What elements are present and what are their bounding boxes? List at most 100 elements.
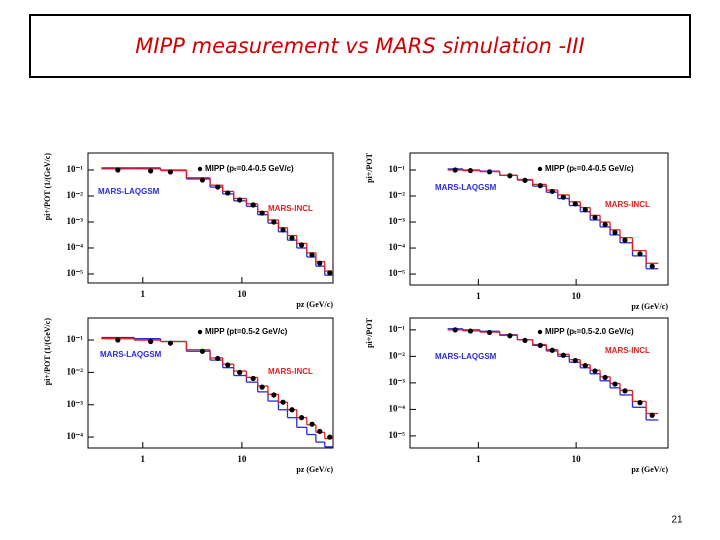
data-point xyxy=(280,227,286,233)
y-tick-label: 10⁻⁴ xyxy=(389,242,406,252)
data-point xyxy=(637,400,643,406)
data-point xyxy=(327,434,333,440)
data-point xyxy=(237,369,243,375)
data-point xyxy=(148,338,154,345)
legend-marker xyxy=(197,166,203,172)
data-point xyxy=(225,190,231,196)
plot-frame xyxy=(409,317,669,449)
y-tick-label: 10⁻¹ xyxy=(67,334,84,344)
y-axis-label: pi+/POT xyxy=(365,152,374,183)
y-tick-label: 10⁻¹ xyxy=(389,164,406,174)
data-point xyxy=(298,242,305,248)
data-point xyxy=(215,184,221,190)
legend-label: MIPP (pt=0.5-2 GeV/c) xyxy=(205,327,288,336)
data-point xyxy=(271,219,277,225)
y-tick-label: 10⁻³ xyxy=(389,216,406,226)
legend-label: MARS-INCL xyxy=(268,204,313,213)
data-point xyxy=(259,384,265,390)
data-point xyxy=(115,167,121,173)
x-tick-label: 1 xyxy=(141,454,146,464)
slide-title: MIPP measurement vs MARS simulation -III xyxy=(135,34,584,58)
data-point xyxy=(592,368,598,374)
legend-label: MARS-LAQGSM xyxy=(98,187,160,196)
y-tick-label: 10⁻² xyxy=(67,366,84,376)
data-point xyxy=(199,177,206,183)
data-point xyxy=(486,169,493,175)
data-point xyxy=(572,201,578,207)
y-tick-label: 10⁻³ xyxy=(67,399,84,409)
data-point xyxy=(572,357,578,364)
data-point xyxy=(115,337,121,343)
data-point xyxy=(237,197,243,203)
data-point xyxy=(582,362,588,369)
y-tick-label: 10⁻¹ xyxy=(389,324,406,334)
data-point xyxy=(549,188,555,195)
data-point xyxy=(309,252,315,258)
y-tick-label: 10⁻² xyxy=(67,190,84,200)
legend-label: MARS-LAQGSM xyxy=(435,352,497,361)
y-tick-label: 10⁻⁴ xyxy=(389,403,406,413)
data-point xyxy=(612,381,618,387)
data-point xyxy=(289,235,295,241)
data-point xyxy=(602,374,608,381)
y-tick-label: 10⁻⁵ xyxy=(389,430,406,440)
x-tick-label: 1 xyxy=(476,454,481,464)
y-tick-label: 10⁻³ xyxy=(67,216,84,226)
y-tick-label: 10⁻⁴ xyxy=(67,431,84,441)
x-axis-label: pz (GeV/c) xyxy=(296,300,333,309)
legend-label: MIPP (pₜ=0.5-2.0 GeV/c) xyxy=(545,327,634,336)
data-point xyxy=(602,221,608,228)
y-tick-label: 10⁻² xyxy=(389,350,406,360)
x-axis-label: pz (GeV/c) xyxy=(631,302,668,311)
legend-label: MIPP (pₜ=0.4-0.5 GeV/c) xyxy=(205,164,294,173)
y-tick-label: 10⁻⁴ xyxy=(67,242,84,252)
data-point xyxy=(259,210,265,216)
data-point xyxy=(271,392,277,398)
data-point xyxy=(225,362,231,368)
data-point xyxy=(289,407,295,413)
data-point xyxy=(280,399,286,405)
data-point xyxy=(649,263,655,269)
x-tick-label: 10 xyxy=(572,291,582,301)
data-point xyxy=(592,214,598,221)
y-axis-label: pi+/POT (1/(GeV/c) xyxy=(43,318,52,386)
data-point xyxy=(537,342,543,348)
x-tick-label: 10 xyxy=(237,454,247,464)
legend-marker xyxy=(537,329,543,335)
x-tick-label: 1 xyxy=(141,289,146,299)
data-point xyxy=(309,421,315,427)
legend-label: MIPP (pₜ=0.4-0.5 GeV/c) xyxy=(545,164,634,173)
x-tick-label: 1 xyxy=(476,291,481,301)
plot-frame xyxy=(87,317,334,449)
plot-frame xyxy=(87,152,334,284)
x-tick-label: 10 xyxy=(237,289,247,299)
data-point xyxy=(537,183,543,189)
data-point xyxy=(560,194,566,200)
y-tick-label: 10⁻⁵ xyxy=(67,268,84,278)
x-tick-label: 10 xyxy=(572,454,582,464)
legend-marker xyxy=(197,329,203,335)
data-point xyxy=(507,173,513,179)
y-tick-label: 10⁻³ xyxy=(389,377,406,387)
data-point xyxy=(327,270,333,276)
legend-marker xyxy=(537,166,543,172)
data-point xyxy=(148,168,154,174)
data-point xyxy=(522,177,528,183)
legend-label: MARS-LAQGSM xyxy=(100,350,162,359)
data-point xyxy=(467,328,474,334)
data-point xyxy=(622,237,628,243)
y-tick-label: 10⁻¹ xyxy=(67,164,84,174)
data-point xyxy=(167,169,174,175)
y-tick-label: 10⁻⁵ xyxy=(389,268,406,278)
data-point xyxy=(298,415,305,421)
title-box xyxy=(29,14,691,78)
data-point xyxy=(167,340,174,346)
y-axis-label: pi+/POT (1/(GeV/c) xyxy=(43,153,52,221)
legend-label: MARS-INCL xyxy=(268,367,313,376)
data-point xyxy=(250,375,256,382)
data-point xyxy=(622,388,628,394)
data-point xyxy=(452,167,458,173)
data-point xyxy=(486,329,493,336)
legend-label: MARS-INCL xyxy=(605,200,650,209)
